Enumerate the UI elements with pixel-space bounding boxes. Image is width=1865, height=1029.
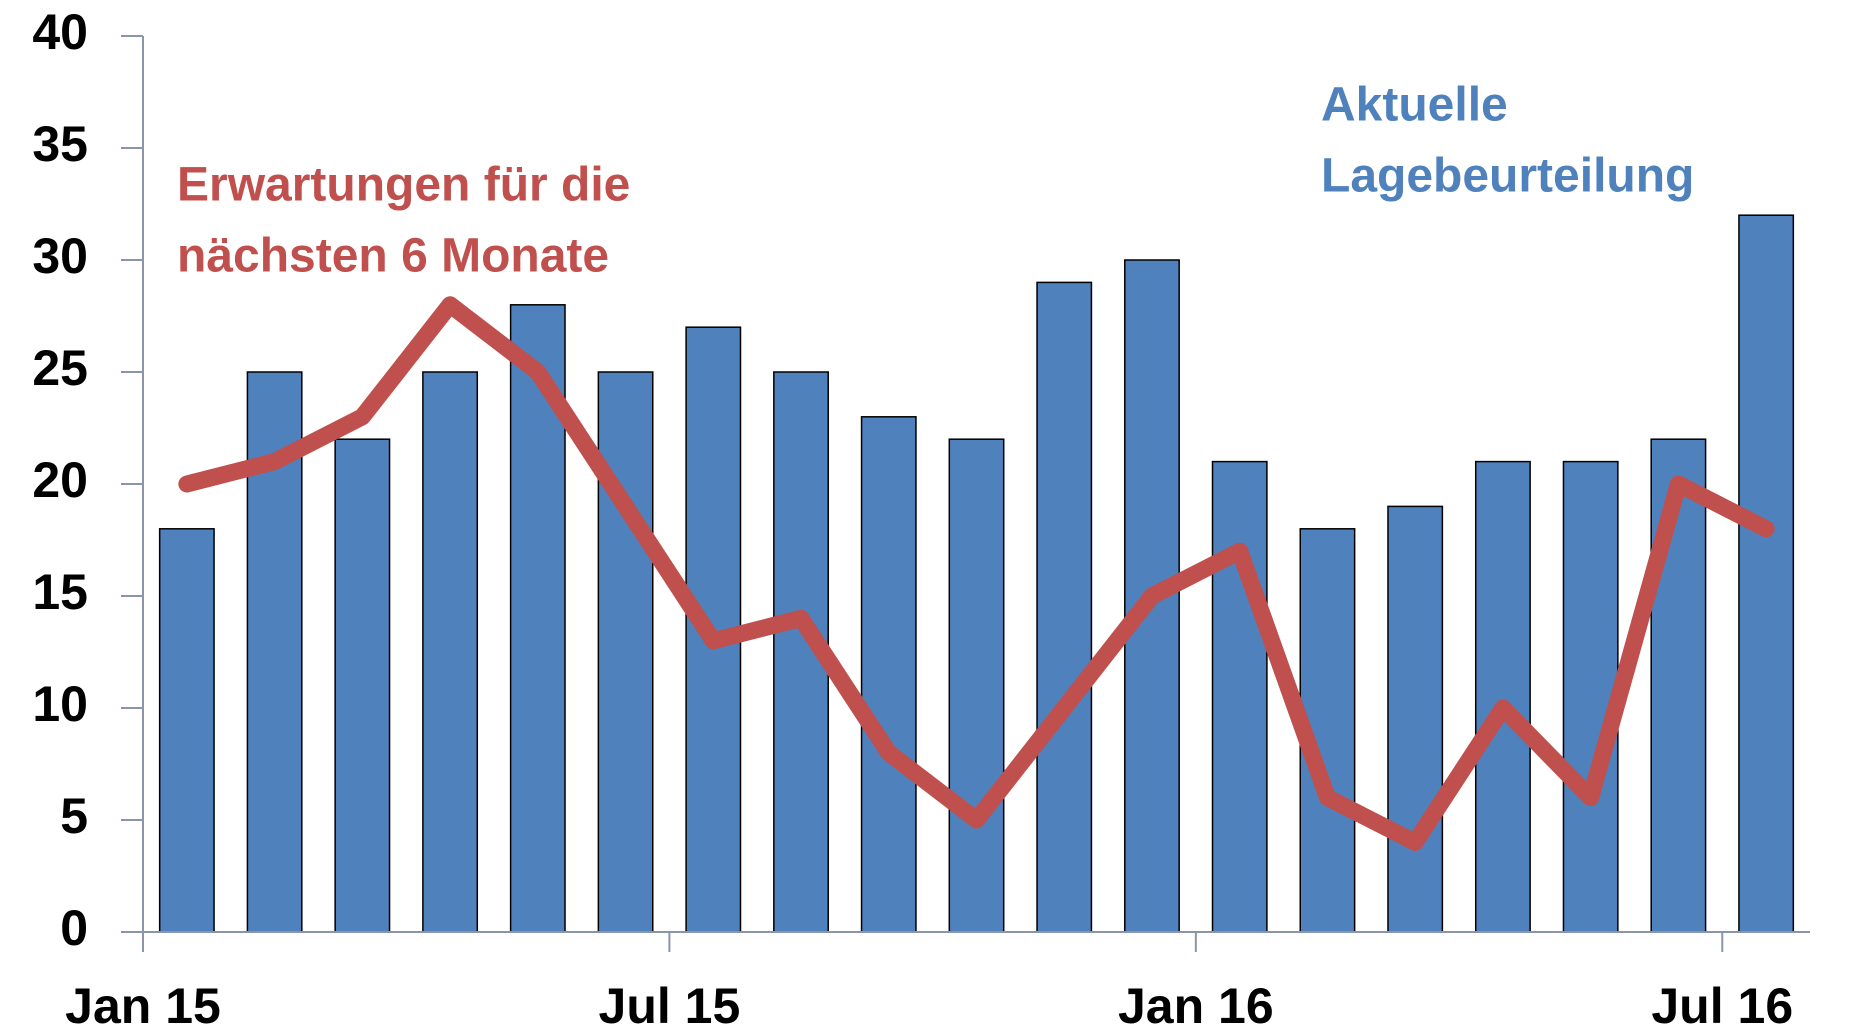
y-tick-label: 20 [32,452,88,508]
x-tick-label: Jul 16 [1651,978,1793,1029]
y-tick-label: 5 [60,788,88,844]
annotation: Erwartungen für die [177,159,630,212]
x-tick-label: Jan 15 [65,978,221,1029]
bar [860,416,917,933]
bar [334,438,391,933]
y-tick-label: 0 [60,900,88,956]
y-tick-label: 30 [32,228,88,284]
bar [597,371,654,933]
bar [422,371,479,933]
y-tick-label: 15 [32,564,88,620]
x-tick-label: Jul 15 [599,978,741,1029]
bar [1036,281,1093,933]
y-tick-label: 10 [32,676,88,732]
y-tick-label: 35 [32,116,88,172]
x-tick-label: Jan 16 [1118,978,1274,1029]
y-tick-label: 40 [32,4,88,60]
y-tick-label: 25 [32,340,88,396]
bar [1211,460,1268,933]
bar [1738,214,1795,933]
bar [158,528,215,933]
annotation: Lagebeurteilung [1321,150,1694,203]
line [178,296,1775,851]
bar [948,438,1005,933]
bar [1474,460,1531,933]
bar [1562,460,1619,933]
annotation: nächsten 6 Monate [177,230,609,283]
annotation: Aktuelle [1321,79,1508,132]
bar [1387,505,1444,933]
